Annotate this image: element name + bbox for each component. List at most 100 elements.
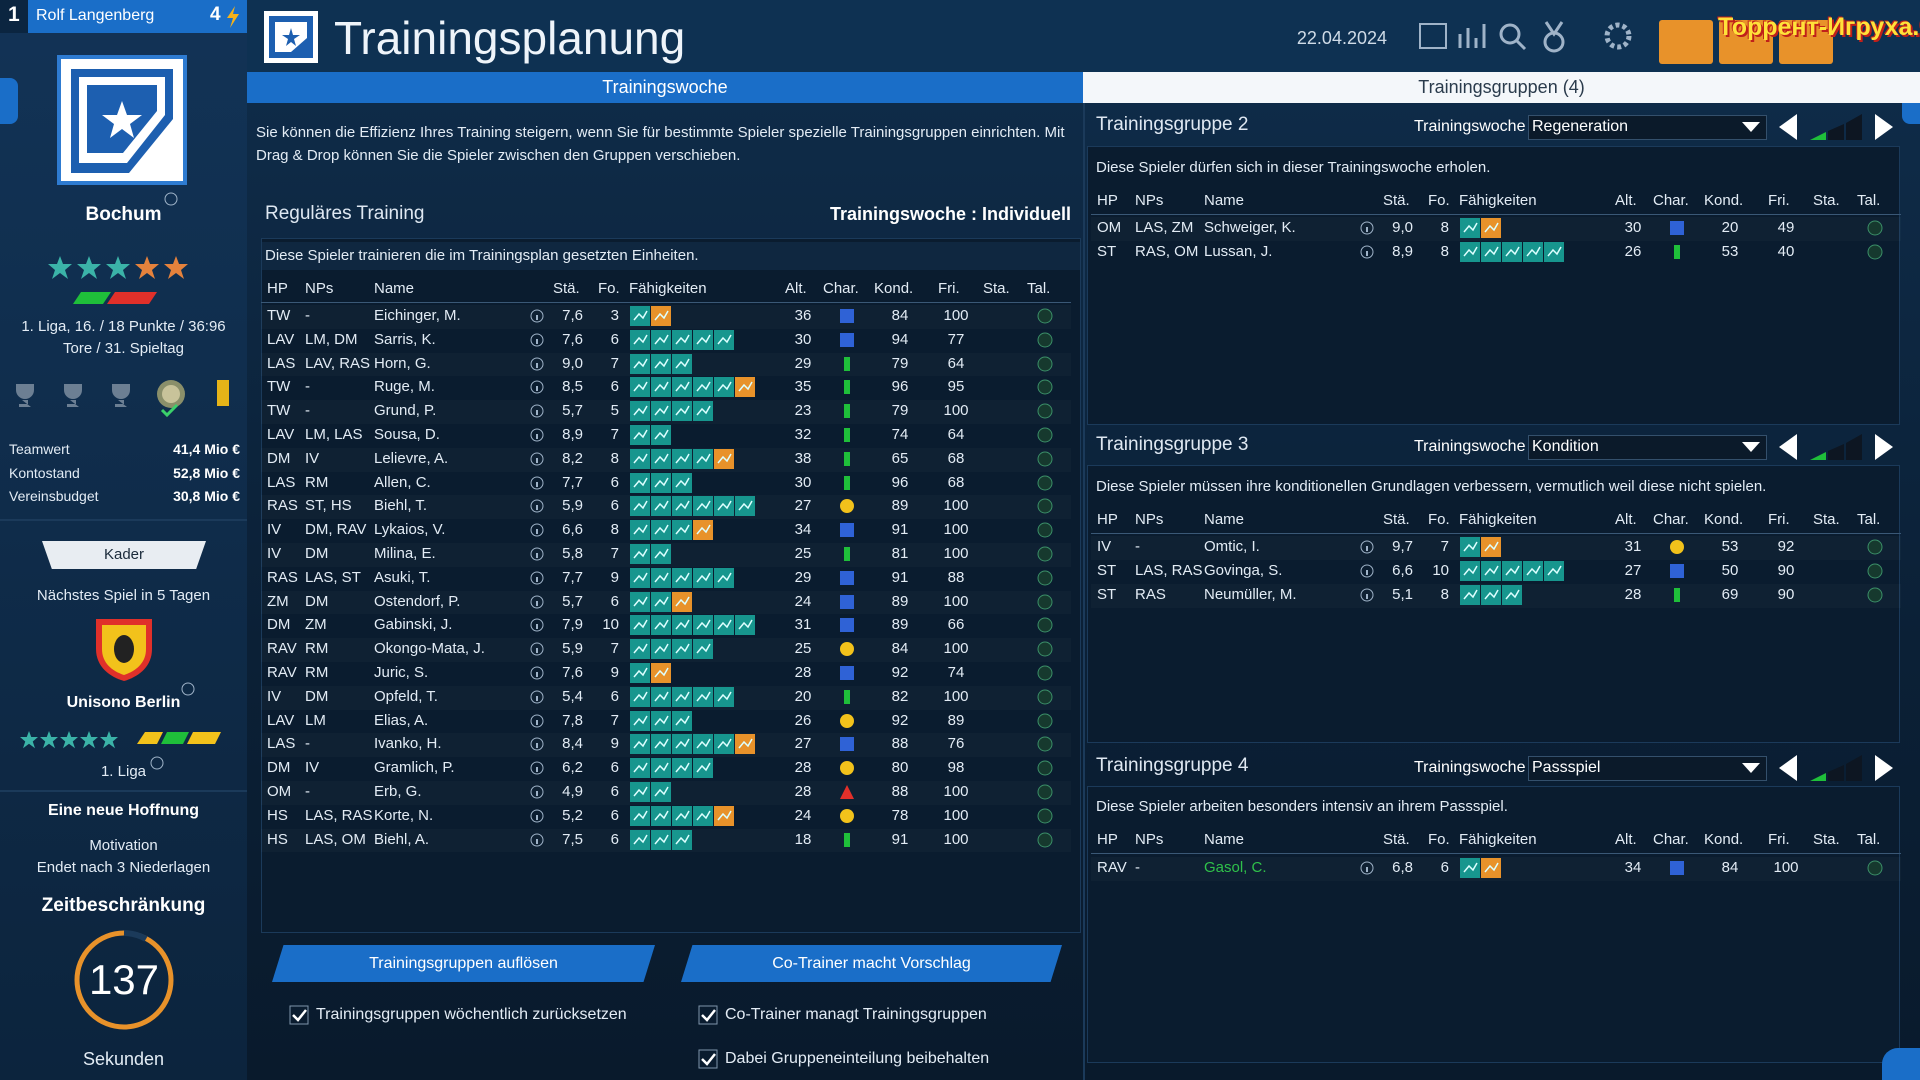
week-label: Trainingswoche [1414,759,1526,776]
checkbox-label[interactable]: Dabei Gruppeneinteilung beibehalten [725,1050,990,1067]
player-name[interactable]: Lelievre, A. [374,449,449,467]
week-dropdown[interactable] [1528,115,1767,140]
side-tab-left[interactable] [0,78,18,124]
column-header: NPs [1135,511,1164,528]
condition: 53 [1721,243,1739,260]
tab-label[interactable]: Trainingswoche [602,77,728,97]
char-icon [840,808,854,823]
shape [1505,589,1520,600]
column-header: Fo. [1428,511,1450,528]
skill-icons [630,710,692,731]
char-icon [1670,540,1684,554]
player-name[interactable]: Elias, A. [374,711,429,729]
player-name[interactable]: Lykaios, V. [374,521,446,539]
shape [654,572,669,583]
player-name[interactable]: Eichinger, M. [374,307,461,324]
shape [16,384,34,407]
player-name[interactable]: Asuki, T. [374,568,431,586]
age: 24 [794,592,812,610]
shape [840,523,854,538]
player-name[interactable]: Opfeld, T. [374,687,438,705]
checkbox-label[interactable]: Trainingsgruppen wöchentlich zurücksetze… [316,1006,627,1023]
player-name[interactable]: Biehl, A. [374,830,430,848]
toolbar-button[interactable] [1779,20,1833,64]
action-button-label[interactable]: Trainingsgruppen auflösen [369,955,558,972]
player-name[interactable]: Juric, S. [374,664,429,681]
shape [1779,114,1797,140]
week-value[interactable]: Kondition [1532,438,1599,455]
player-name[interactable]: Milina, E. [374,545,436,562]
tab-active[interactable] [247,72,1083,103]
squad-button[interactable] [42,541,206,569]
player-name[interactable]: Gabinski, J. [374,616,453,634]
shape [654,405,669,416]
shape [717,572,732,583]
week-dropdown[interactable] [1528,756,1767,781]
form: 6 [610,592,619,610]
hp: IV [267,687,282,705]
player-name[interactable]: Allen, C. [374,473,431,491]
checkbox-label[interactable]: Co-Trainer managt Trainingsgruppen [725,1006,987,1023]
shape [536,743,538,749]
strength: 9,7 [1392,538,1413,555]
shape [1867,587,1883,603]
shape [536,553,538,558]
info-button[interactable] [1882,1048,1920,1080]
player-name[interactable]: Ostendorf, P. [374,592,461,610]
shape [1037,522,1053,538]
shape [654,786,669,797]
shape [1526,246,1541,257]
player-name[interactable]: Gramlich, P. [374,759,455,777]
info-icon [181,682,195,696]
shape [654,667,669,678]
tab-inactive[interactable] [1083,72,1920,103]
player-name[interactable]: Gasol, C. [1204,859,1267,876]
action-button[interactable] [272,945,655,982]
player-name[interactable]: Korte, N. [374,806,434,824]
shape [164,256,188,279]
action-button[interactable] [681,945,1062,982]
player-name[interactable]: Ivanko, H. [374,735,442,753]
player-name[interactable]: Okongo-Mata, J. [374,640,485,658]
strength: 5,9 [562,640,583,658]
toolbar-button[interactable] [1659,20,1713,64]
player-name[interactable]: Sousa, D. [374,426,440,443]
player-name[interactable]: Lussan, J. [1204,243,1273,260]
info-icon [1360,861,1374,875]
shape [1360,540,1374,554]
strength: 7,6 [562,307,583,324]
info-icon [530,642,544,656]
player-name[interactable]: Ruge, M. [374,378,435,396]
shape [1526,565,1541,576]
shape [844,356,850,371]
player-name[interactable]: Sarris, K. [374,330,436,348]
week-value[interactable]: Regeneration [1532,118,1629,135]
player-name[interactable]: Erb, G. [374,783,422,800]
talent-icon [1037,689,1053,705]
player-name[interactable]: Omtic, I. [1204,538,1260,555]
info-icon [530,809,544,823]
week-dropdown[interactable] [1528,435,1767,460]
player-name[interactable]: Neumüller, M. [1204,586,1297,603]
player-name[interactable]: Horn, G. [374,354,431,372]
toolbar-button[interactable] [1719,20,1773,64]
shape [1810,452,1826,460]
tab-label[interactable]: Trainingsgruppen (4) [1418,77,1585,97]
squad-button-label[interactable]: Kader [103,546,145,563]
age: 31 [1624,538,1642,555]
action-button-label[interactable]: Co-Trainer macht Vorschlag [772,955,971,972]
week-value[interactable]: Passspiel [1532,759,1601,776]
timer-value: 137 [88,956,160,1003]
player-name[interactable]: Grund, P. [374,402,437,420]
finance-value: 41,4 Mio € [173,441,240,457]
condition: 92 [891,711,909,729]
info-icon [530,380,544,394]
freshness: 68 [947,473,965,491]
shape [80,731,98,749]
age: 34 [794,521,812,539]
player-name[interactable]: Schweiger, K. [1204,219,1296,236]
player-name[interactable]: Govinga, S. [1204,562,1283,579]
player-name[interactable]: Biehl, T. [374,497,428,515]
strength: 8,5 [562,378,583,396]
week-label: Trainingswoche [1414,118,1526,135]
